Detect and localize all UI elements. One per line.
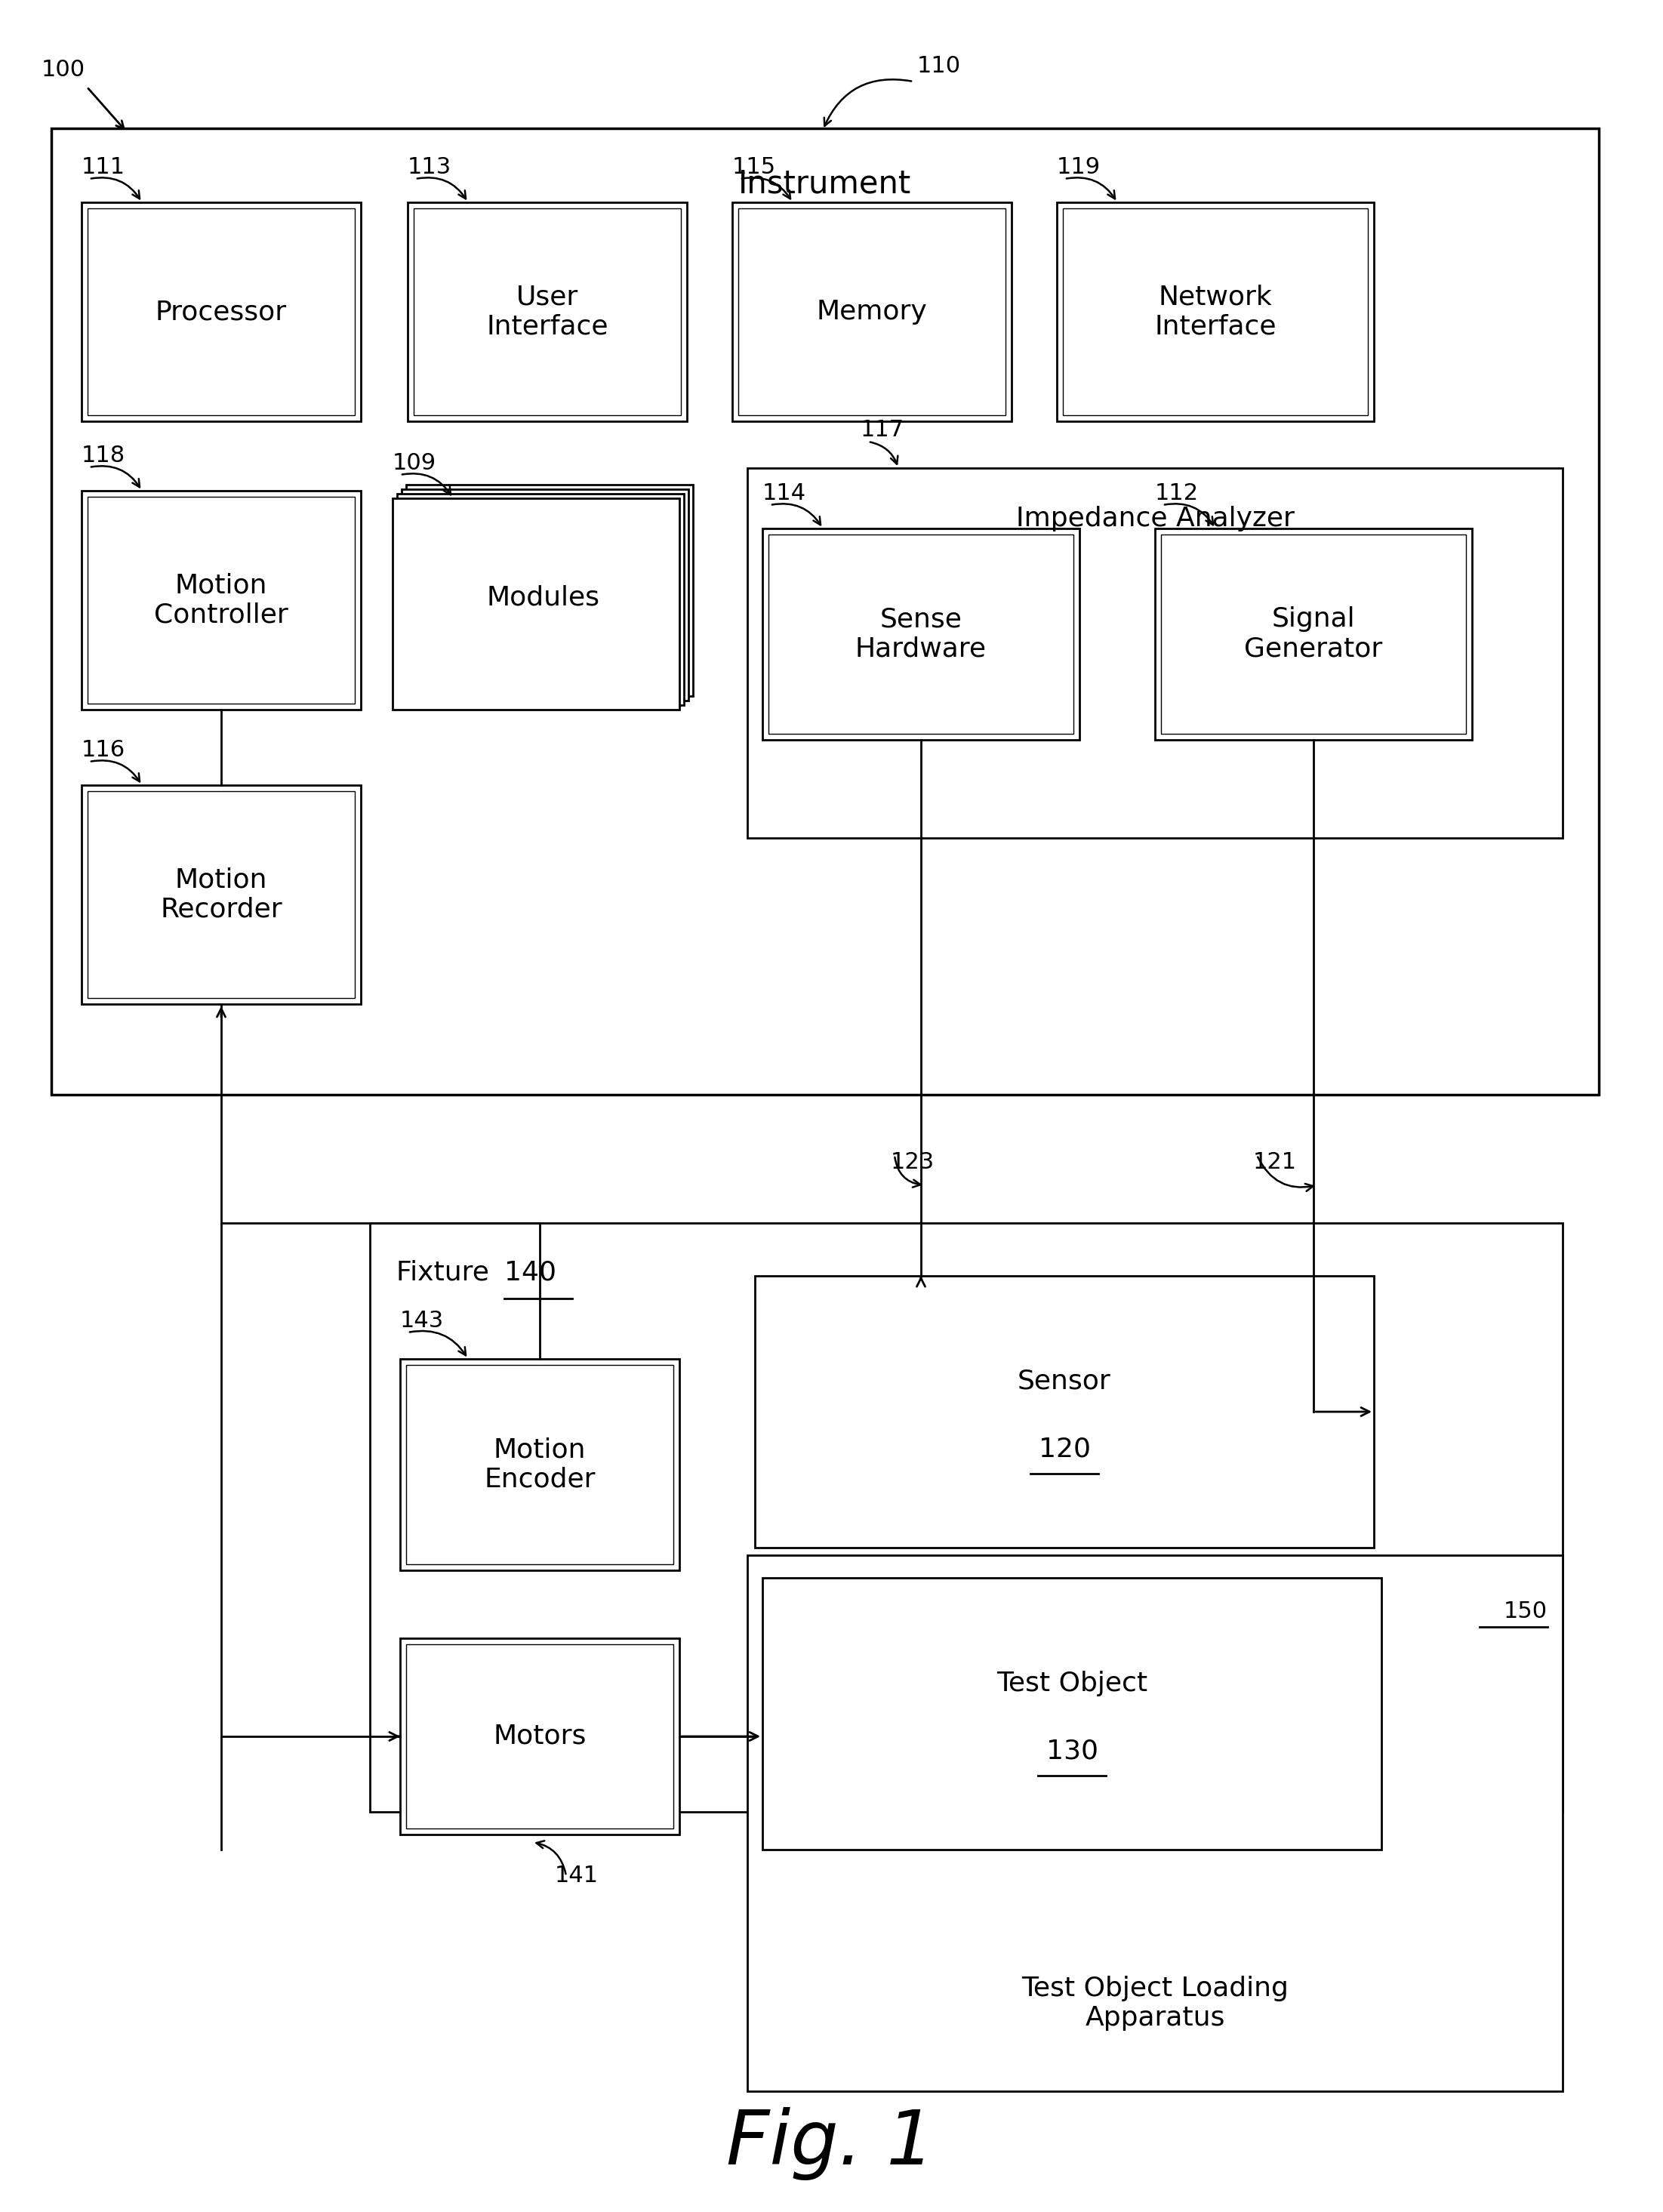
Bar <box>1156 529 1472 739</box>
Bar <box>88 498 354 703</box>
Bar <box>755 1276 1374 1548</box>
Text: Test Object Loading
Apparatus: Test Object Loading Apparatus <box>1021 1975 1289 2031</box>
Bar <box>1063 208 1369 416</box>
Bar <box>738 208 1006 416</box>
Bar <box>52 128 1598 1095</box>
Bar <box>81 785 361 1004</box>
Bar <box>747 1555 1563 2090</box>
Text: Memory: Memory <box>817 299 928 325</box>
Text: 116: 116 <box>81 739 125 761</box>
Text: Motion
Encoder: Motion Encoder <box>484 1438 595 1493</box>
Text: 110: 110 <box>918 55 961 77</box>
Bar <box>88 792 354 998</box>
Text: Sense
Hardware: Sense Hardware <box>855 606 986 661</box>
Bar <box>406 1365 674 1564</box>
Text: User
Interface: User Interface <box>486 283 609 338</box>
Text: Fixture: Fixture <box>396 1259 497 1285</box>
Text: 140: 140 <box>504 1259 557 1285</box>
Bar <box>401 489 688 701</box>
Text: 120: 120 <box>1038 1436 1091 1462</box>
Bar <box>392 498 680 710</box>
Text: Signal
Generator: Signal Generator <box>1244 606 1382 661</box>
Text: 117: 117 <box>860 420 905 440</box>
Text: 121: 121 <box>1254 1152 1297 1175</box>
Text: 109: 109 <box>392 453 436 476</box>
Text: 112: 112 <box>1156 482 1199 504</box>
Bar <box>768 535 1073 734</box>
Bar <box>747 469 1563 838</box>
Text: Motors: Motors <box>494 1723 587 1750</box>
Text: Test Object: Test Object <box>996 1670 1147 1697</box>
Text: 150: 150 <box>1503 1601 1548 1621</box>
Bar <box>81 491 361 710</box>
Text: 114: 114 <box>762 482 807 504</box>
Text: Fig. 1: Fig. 1 <box>727 2108 935 2181</box>
Bar <box>401 1358 680 1571</box>
Bar <box>762 1577 1382 1849</box>
Text: Motion
Recorder: Motion Recorder <box>160 867 283 922</box>
Bar <box>406 484 693 697</box>
Text: Instrument: Instrument <box>738 168 911 199</box>
Text: 111: 111 <box>81 157 125 179</box>
Bar <box>407 201 687 420</box>
Text: Sensor: Sensor <box>1018 1369 1111 1394</box>
Text: 141: 141 <box>555 1865 599 1887</box>
Bar <box>1161 535 1467 734</box>
Text: Impedance Analyzer: Impedance Analyzer <box>1016 507 1294 531</box>
Bar <box>1056 201 1374 420</box>
Text: Motion
Controller: Motion Controller <box>155 573 288 628</box>
Text: Modules: Modules <box>486 584 599 611</box>
Text: 119: 119 <box>1056 157 1101 179</box>
Text: 118: 118 <box>81 445 125 467</box>
Bar <box>762 529 1079 739</box>
Bar <box>401 1639 680 1834</box>
Text: 143: 143 <box>401 1310 444 1332</box>
Bar <box>369 1223 1563 1812</box>
Text: 123: 123 <box>891 1152 935 1175</box>
Bar <box>414 208 680 416</box>
Text: 113: 113 <box>407 157 452 179</box>
Text: Processor: Processor <box>155 299 288 325</box>
Bar <box>406 1644 674 1829</box>
Bar <box>88 208 354 416</box>
Text: 130: 130 <box>1046 1739 1098 1765</box>
Bar <box>81 201 361 420</box>
Bar <box>732 201 1011 420</box>
Text: Network
Interface: Network Interface <box>1154 283 1276 338</box>
Text: 115: 115 <box>732 157 777 179</box>
Text: 100: 100 <box>42 60 85 82</box>
Bar <box>397 493 683 706</box>
